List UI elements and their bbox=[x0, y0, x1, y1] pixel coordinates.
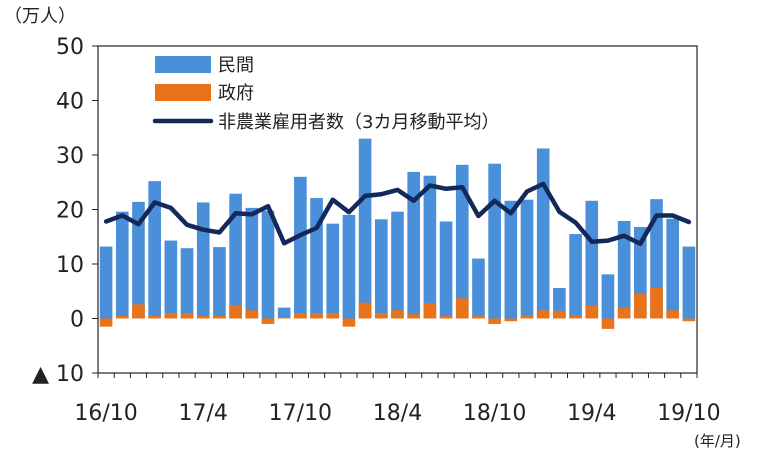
bar-government bbox=[245, 310, 259, 319]
bar-government bbox=[326, 313, 340, 319]
bar-government bbox=[358, 302, 372, 319]
bar-government bbox=[634, 293, 647, 319]
bar-government bbox=[569, 315, 582, 319]
x-tick-label: 17/10 bbox=[269, 401, 332, 426]
y-tick-label: 30 bbox=[56, 144, 84, 169]
bar-private bbox=[261, 210, 275, 319]
bar-private bbox=[164, 240, 178, 319]
bar-government bbox=[520, 315, 534, 319]
bar-government bbox=[391, 310, 404, 319]
bar-private bbox=[504, 200, 518, 319]
bar-government bbox=[455, 298, 469, 319]
bar-private bbox=[569, 234, 582, 319]
bar-private bbox=[229, 193, 242, 319]
y-tick-label: 0 bbox=[70, 308, 84, 333]
x-axis-ticks: 16/10 17/4 17/10 18/4 18/10 19/4 19/10 bbox=[74, 373, 721, 426]
bar-government bbox=[423, 303, 437, 319]
bar-private bbox=[617, 220, 631, 319]
bar-private bbox=[536, 148, 550, 319]
bar-private bbox=[277, 307, 291, 319]
y-tick-label: 10 bbox=[56, 253, 84, 278]
bar-private bbox=[99, 246, 113, 319]
bar-government bbox=[213, 315, 226, 319]
bar-government bbox=[374, 313, 388, 319]
bar-private bbox=[245, 207, 259, 319]
bar-government bbox=[180, 313, 194, 319]
y-tick-label: 50 bbox=[56, 35, 84, 60]
bar-government bbox=[488, 318, 501, 324]
bar-private bbox=[180, 248, 194, 319]
x-tick-label: 17/4 bbox=[179, 401, 228, 426]
bar-government bbox=[650, 287, 663, 319]
x-tick-label: 18/4 bbox=[373, 401, 422, 426]
bar-private bbox=[391, 211, 404, 319]
bar-private bbox=[585, 200, 599, 319]
moving-average-line bbox=[103, 181, 692, 247]
bar-government bbox=[342, 318, 356, 327]
legend-swatch bbox=[155, 56, 211, 73]
y-tick-label: ▲ 10 bbox=[32, 362, 84, 387]
bar-government bbox=[601, 318, 615, 329]
bar-government bbox=[148, 315, 161, 319]
bar-private bbox=[148, 181, 161, 319]
y-tick-label: 40 bbox=[56, 90, 84, 115]
bar-private bbox=[520, 199, 534, 319]
bar-private bbox=[601, 274, 615, 319]
x-tick-label: 16/10 bbox=[74, 401, 137, 426]
bar-government bbox=[504, 318, 518, 322]
legend-label: 民間 bbox=[218, 55, 254, 76]
bar-private bbox=[358, 138, 372, 319]
bar-government bbox=[196, 315, 210, 319]
bar-government bbox=[536, 310, 550, 319]
bar-private bbox=[342, 214, 356, 319]
bar-private bbox=[407, 171, 421, 319]
bar-private bbox=[682, 246, 696, 319]
bar-government bbox=[261, 318, 275, 324]
bar-private bbox=[423, 175, 437, 319]
bar-private bbox=[115, 211, 129, 319]
bar-private bbox=[439, 221, 453, 319]
bar-private bbox=[374, 219, 388, 319]
bar-government bbox=[585, 305, 599, 319]
bar-government bbox=[682, 318, 696, 322]
x-axis-unit: (年/月) bbox=[694, 432, 741, 450]
bar-government bbox=[472, 315, 485, 319]
bar-government bbox=[553, 310, 566, 319]
bar-government bbox=[99, 318, 113, 327]
bar-government bbox=[439, 315, 453, 319]
x-tick-label: 19/10 bbox=[657, 401, 720, 426]
bar-government bbox=[164, 313, 178, 319]
bar-government bbox=[229, 305, 242, 319]
bar-government bbox=[310, 313, 323, 319]
bar-government bbox=[277, 317, 291, 319]
bar-private bbox=[294, 176, 307, 319]
legend-label: 非農業雇用者数（3カ月移動平均） bbox=[218, 112, 499, 133]
plot-frame bbox=[97, 45, 698, 374]
bar-private bbox=[132, 201, 145, 319]
legend-label: 政府 bbox=[218, 83, 254, 104]
bar-private bbox=[326, 223, 340, 319]
y-tick-label: 20 bbox=[56, 199, 84, 224]
bar-marks bbox=[99, 138, 696, 329]
bar-private bbox=[472, 258, 485, 319]
bar-government bbox=[666, 310, 680, 319]
line-marks bbox=[103, 181, 692, 247]
bar-private bbox=[455, 164, 469, 319]
y-axis-unit: （万人） bbox=[4, 6, 76, 27]
legend-swatch bbox=[155, 84, 211, 101]
bar-private bbox=[666, 218, 680, 319]
x-tick-label: 19/4 bbox=[567, 401, 616, 426]
bar-government bbox=[407, 314, 421, 319]
y-axis-ticks: 50 40 30 20 10 0 ▲ 10 bbox=[32, 35, 98, 387]
bar-private bbox=[196, 202, 210, 319]
bar-private bbox=[213, 247, 226, 319]
bar-government bbox=[132, 304, 145, 319]
bar-government bbox=[115, 315, 129, 319]
x-tick-label: 18/10 bbox=[463, 401, 526, 426]
bar-government bbox=[294, 313, 307, 319]
bar-private bbox=[488, 163, 501, 319]
bar-government bbox=[617, 307, 631, 319]
